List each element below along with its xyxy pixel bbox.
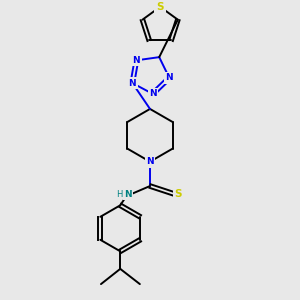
Text: N: N [133, 56, 140, 65]
Text: N: N [129, 79, 136, 88]
Text: N: N [149, 89, 157, 98]
Text: H: H [116, 190, 122, 199]
Text: S: S [174, 189, 182, 199]
Text: N: N [146, 157, 154, 166]
Text: N: N [166, 74, 173, 82]
Text: S: S [156, 2, 164, 12]
Text: N: N [124, 190, 132, 199]
